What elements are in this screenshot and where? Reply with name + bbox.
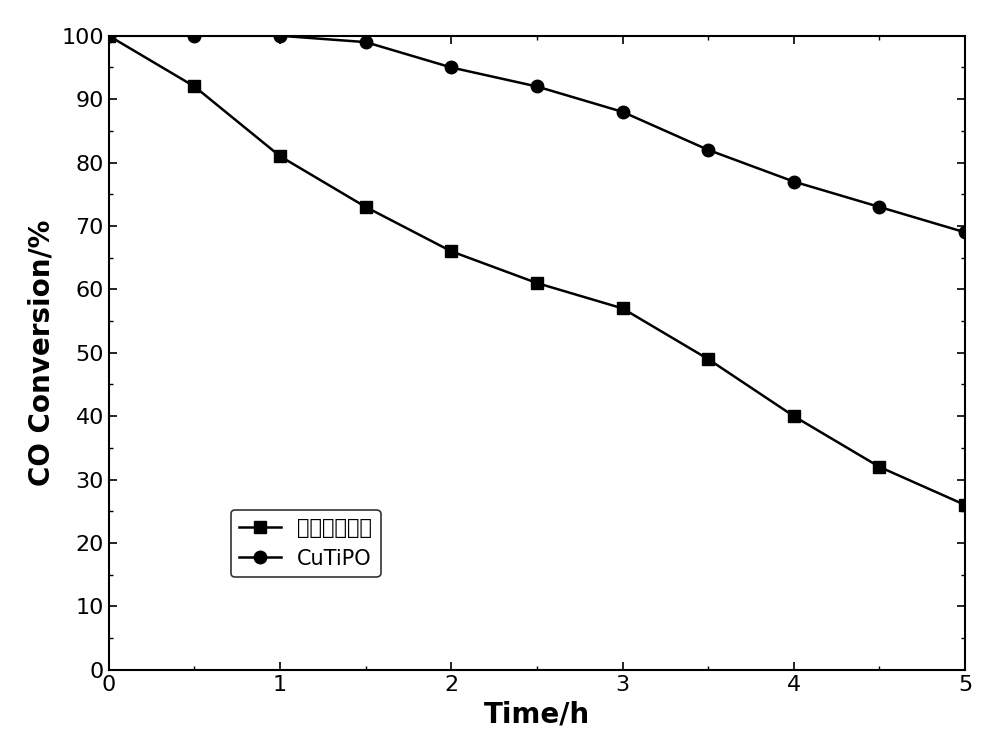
Y-axis label: CO Conversion/%: CO Conversion/%	[28, 219, 56, 486]
某商用催化剂	[188, 82, 200, 91]
Line: CuTiPO: CuTiPO	[103, 29, 971, 239]
Legend: 某商用催化剂, CuTiPO: 某商用催化剂, CuTiPO	[231, 510, 381, 577]
X-axis label: Time/h: Time/h	[484, 700, 590, 728]
CuTiPO	[360, 38, 372, 47]
CuTiPO	[959, 228, 971, 237]
CuTiPO	[788, 177, 800, 186]
CuTiPO	[103, 31, 115, 40]
某商用催化剂	[617, 304, 629, 313]
某商用催化剂	[274, 152, 286, 161]
某商用催化剂	[788, 412, 800, 421]
CuTiPO	[188, 31, 200, 40]
CuTiPO	[274, 31, 286, 40]
CuTiPO	[702, 145, 714, 154]
某商用催化剂	[103, 31, 115, 40]
Line: 某商用催化剂: 某商用催化剂	[103, 29, 971, 511]
CuTiPO	[445, 63, 457, 72]
某商用催化剂	[702, 355, 714, 364]
CuTiPO	[617, 107, 629, 116]
CuTiPO	[873, 203, 885, 212]
某商用催化剂	[959, 500, 971, 510]
CuTiPO	[531, 82, 543, 91]
某商用催化剂	[873, 463, 885, 472]
某商用催化剂	[445, 246, 457, 256]
某商用催化剂	[531, 278, 543, 287]
某商用催化剂	[360, 203, 372, 212]
